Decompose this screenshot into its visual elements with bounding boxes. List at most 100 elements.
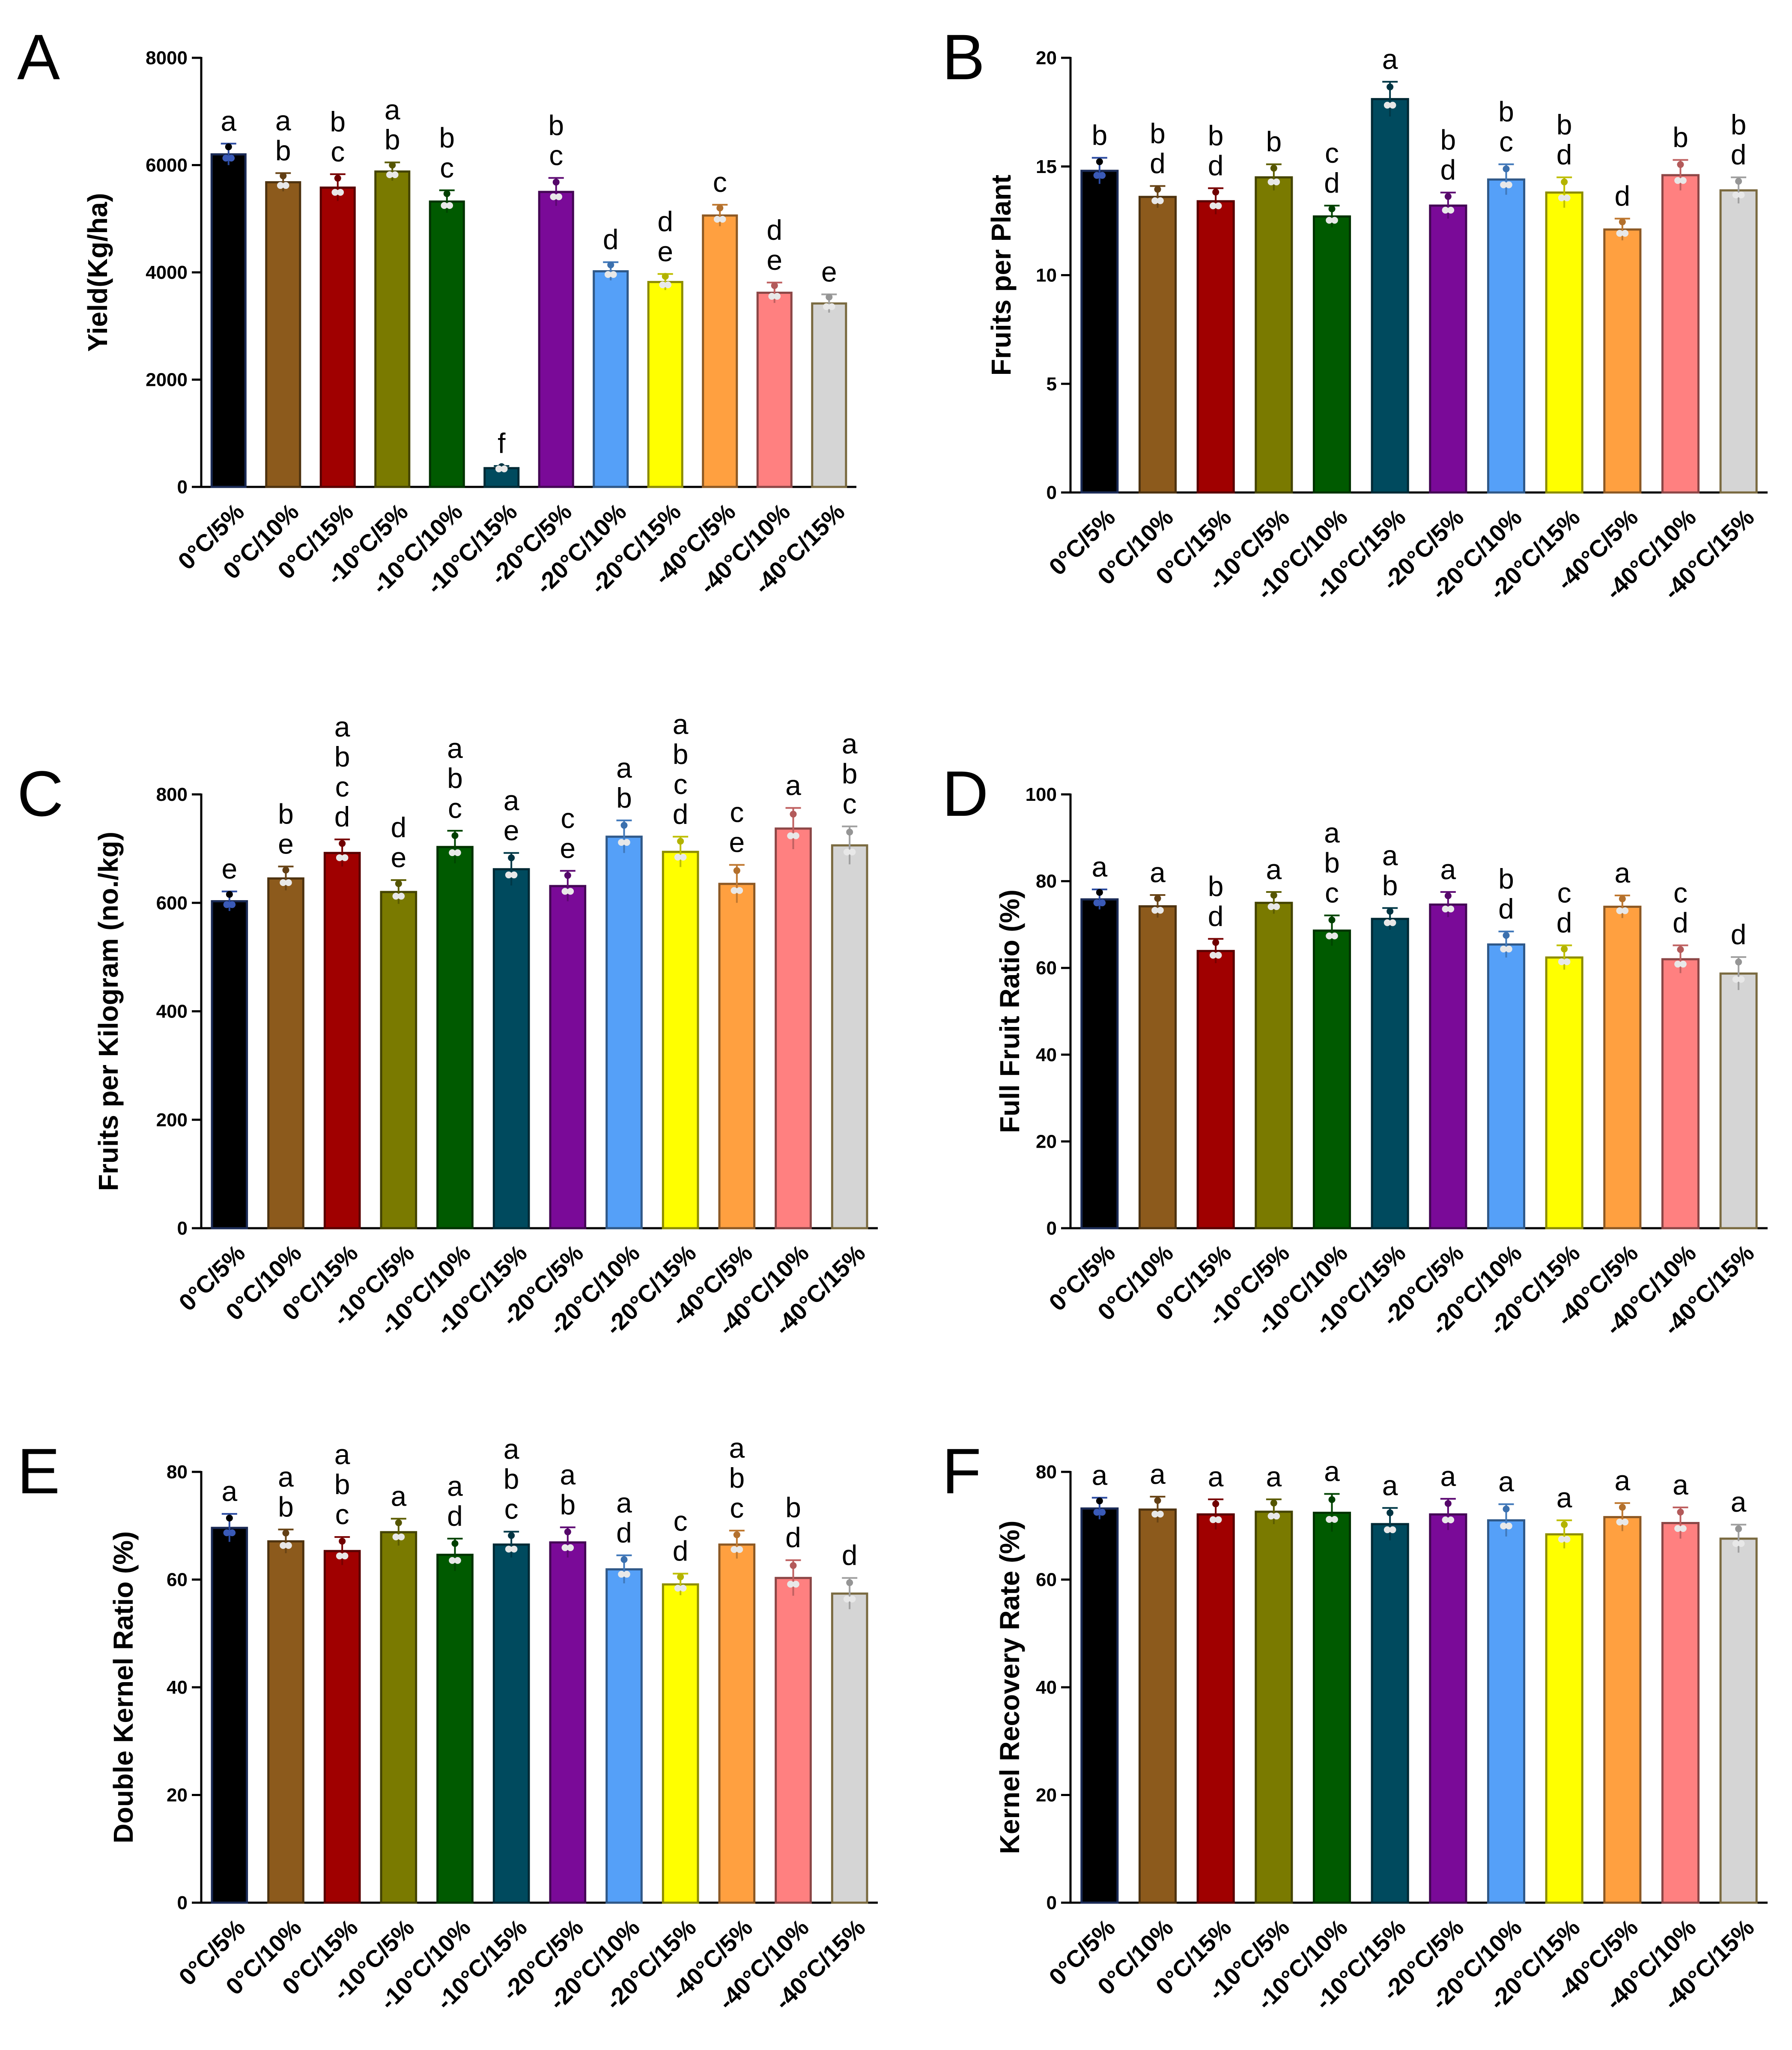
data-point bbox=[1447, 905, 1455, 913]
data-point bbox=[733, 1531, 740, 1538]
data-point bbox=[449, 849, 456, 856]
data-point bbox=[1561, 1521, 1568, 1528]
data-point bbox=[1619, 895, 1626, 902]
data-point bbox=[1738, 1540, 1745, 1547]
data-point bbox=[1622, 230, 1629, 237]
data-point bbox=[1677, 1508, 1684, 1516]
data-point bbox=[398, 892, 405, 900]
data-point bbox=[1328, 916, 1336, 924]
data-point bbox=[229, 1529, 236, 1537]
data-point bbox=[1500, 946, 1507, 953]
data-point bbox=[1616, 230, 1623, 237]
bar bbox=[211, 900, 248, 1229]
significance-letter: c bbox=[713, 166, 727, 198]
data-point bbox=[618, 1571, 625, 1578]
bar bbox=[775, 1577, 812, 1904]
data-point bbox=[1732, 1540, 1739, 1547]
bar bbox=[319, 186, 356, 488]
data-point bbox=[277, 182, 284, 189]
y-tick-label: 6000 bbox=[146, 155, 188, 176]
y-tick-label: 0 bbox=[177, 1892, 188, 1913]
data-point bbox=[790, 811, 797, 818]
y-tick-label: 60 bbox=[1036, 1570, 1057, 1590]
data-point bbox=[680, 853, 687, 861]
data-point bbox=[1677, 946, 1684, 953]
data-point bbox=[451, 1540, 459, 1547]
data-point bbox=[1679, 177, 1687, 184]
data-point bbox=[1616, 1519, 1623, 1526]
data-point bbox=[1212, 939, 1220, 946]
data-point bbox=[1328, 205, 1336, 212]
panel-letter: A bbox=[17, 21, 60, 93]
data-point bbox=[1157, 907, 1164, 914]
data-point bbox=[768, 292, 775, 300]
bar bbox=[380, 1531, 417, 1904]
significance-letter: a bbox=[1556, 1482, 1572, 1513]
bar bbox=[1312, 1512, 1351, 1904]
bar bbox=[1196, 1513, 1235, 1904]
bar bbox=[549, 885, 587, 1229]
y-tick-label: 0 bbox=[1047, 482, 1057, 503]
data-point bbox=[792, 1581, 799, 1588]
significance-letter: d bbox=[603, 224, 619, 255]
data-point bbox=[674, 1584, 681, 1592]
significance-letter: a bbox=[221, 105, 236, 137]
panel-letter: D bbox=[942, 758, 988, 830]
bar bbox=[1545, 191, 1583, 494]
bar bbox=[1603, 905, 1642, 1229]
data-point bbox=[1386, 908, 1394, 915]
data-point bbox=[1503, 165, 1510, 173]
panel-C: C Fruits per Kilogram (no./kg) 0 200 400 600 8… bbox=[17, 708, 878, 1340]
data-point bbox=[567, 888, 574, 895]
data-point bbox=[395, 880, 402, 887]
bar bbox=[1196, 950, 1235, 1229]
bar bbox=[429, 200, 465, 488]
data-point bbox=[510, 1546, 518, 1553]
significance-letter: a bbox=[1266, 853, 1282, 885]
bar bbox=[1255, 176, 1293, 494]
bar bbox=[1080, 170, 1119, 494]
data-point bbox=[604, 271, 611, 278]
data-point bbox=[337, 189, 344, 196]
data-point bbox=[1328, 1496, 1336, 1503]
y-tick-label: 200 bbox=[156, 1110, 188, 1131]
y-axis-title: Fruits per Plant bbox=[986, 175, 1017, 376]
data-point bbox=[1622, 1519, 1629, 1526]
data-point bbox=[1267, 178, 1275, 185]
data-point bbox=[618, 839, 625, 846]
bar bbox=[483, 467, 520, 488]
data-point bbox=[1732, 191, 1739, 199]
data-point bbox=[226, 1514, 233, 1522]
significance-letter: a bbox=[1150, 1458, 1166, 1490]
data-point bbox=[1505, 181, 1512, 188]
significance-letter: a bbox=[1614, 1465, 1630, 1496]
data-point bbox=[1270, 164, 1277, 172]
data-point bbox=[443, 190, 450, 197]
data-point bbox=[1563, 194, 1571, 202]
bar bbox=[662, 1583, 699, 1904]
data-point bbox=[846, 1579, 853, 1586]
data-point bbox=[620, 1556, 628, 1563]
y-tick-label: 20 bbox=[1036, 1131, 1057, 1152]
bar bbox=[1312, 215, 1351, 494]
data-point bbox=[1677, 161, 1684, 168]
data-point bbox=[1738, 191, 1745, 199]
bar bbox=[1371, 918, 1409, 1229]
data-point bbox=[1563, 1536, 1571, 1543]
data-point bbox=[1157, 1510, 1164, 1518]
y-tick-label: 100 bbox=[1026, 784, 1057, 805]
bar bbox=[1661, 958, 1700, 1229]
y-tick-label: 80 bbox=[1036, 871, 1057, 892]
data-point bbox=[1154, 1497, 1161, 1504]
y-tick-label: 20 bbox=[1036, 1785, 1057, 1806]
data-point bbox=[1209, 202, 1217, 209]
data-point bbox=[1619, 1504, 1626, 1511]
data-point bbox=[1212, 188, 1220, 196]
